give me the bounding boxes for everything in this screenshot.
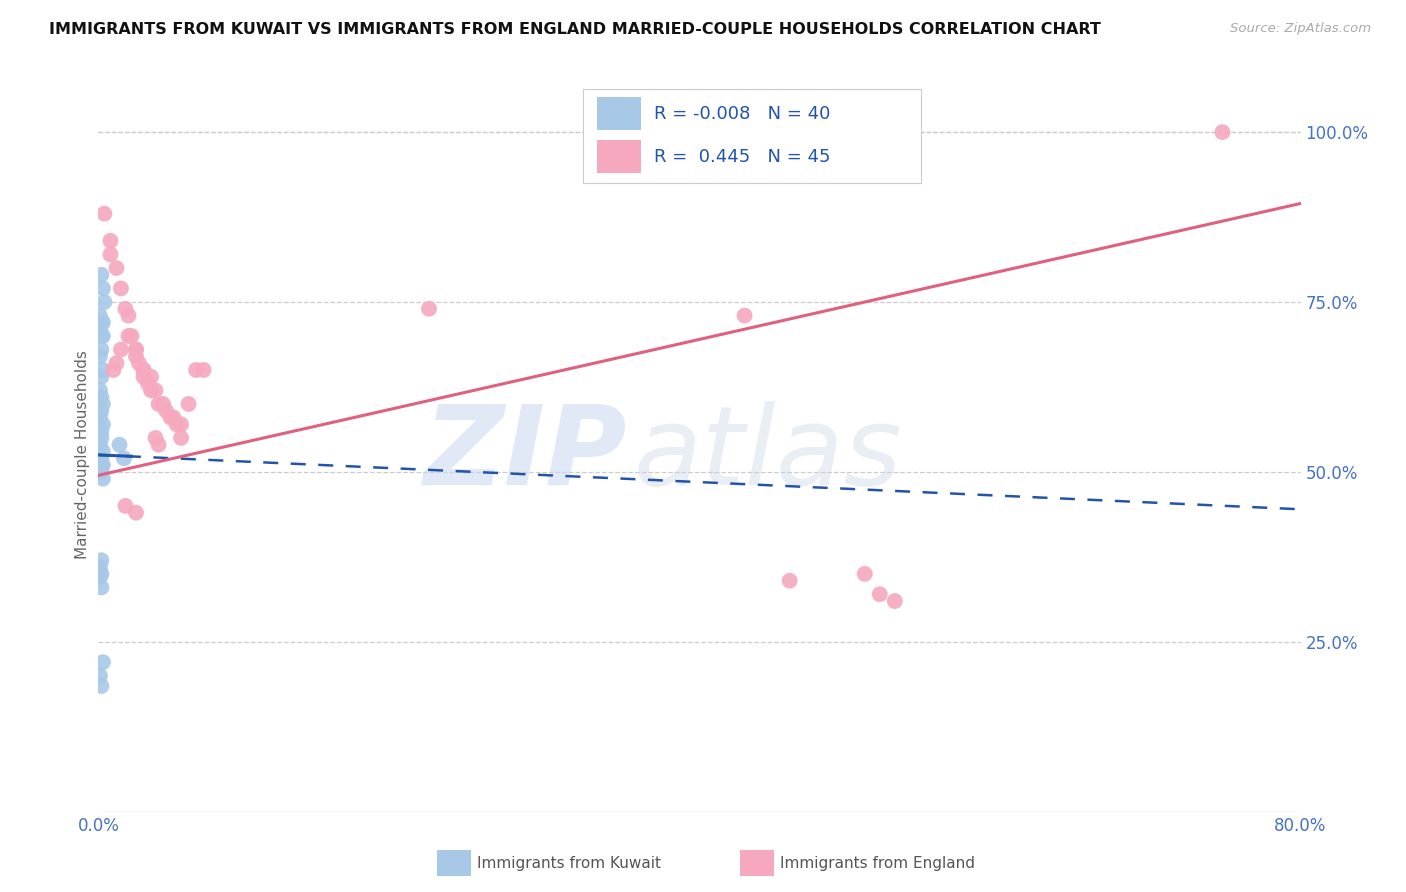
Point <box>159 410 181 425</box>
Point <box>155 403 177 417</box>
Text: IMMIGRANTS FROM KUWAIT VS IMMIGRANTS FROM ENGLAND MARRIED-COUPLE HOUSEHOLDS CORR: IMMIGRANTS FROM KUWAIT VS IMMIGRANTS FRO… <box>49 22 1101 37</box>
Point <box>90 268 112 282</box>
Point <box>132 363 155 377</box>
Point <box>90 566 112 581</box>
Point <box>184 363 207 377</box>
Point <box>89 570 111 584</box>
Point <box>90 369 112 384</box>
Point <box>91 444 114 458</box>
Point <box>91 397 114 411</box>
Point <box>100 234 122 248</box>
Point <box>89 465 111 479</box>
Point <box>853 566 876 581</box>
Text: R =  0.445   N = 45: R = 0.445 N = 45 <box>654 148 831 166</box>
Point <box>90 343 112 357</box>
Point <box>90 403 112 417</box>
Point <box>145 384 167 398</box>
Point <box>91 458 114 472</box>
Point <box>89 384 111 398</box>
Point <box>779 574 801 588</box>
Point <box>139 384 162 398</box>
Point <box>121 329 143 343</box>
Point <box>132 363 155 377</box>
Point <box>108 438 131 452</box>
Point <box>90 679 112 693</box>
Point <box>166 417 188 432</box>
Point <box>90 458 112 472</box>
Point <box>93 295 115 310</box>
Point <box>110 343 132 357</box>
Point <box>89 560 111 574</box>
Point <box>100 247 122 261</box>
Point <box>90 431 112 445</box>
Text: ZIP: ZIP <box>423 401 627 508</box>
Point <box>117 329 139 343</box>
Point <box>112 451 135 466</box>
Point <box>110 281 132 295</box>
Point <box>89 322 111 336</box>
Point <box>89 451 111 466</box>
Point <box>89 669 111 683</box>
Point <box>114 301 136 316</box>
Point <box>883 594 905 608</box>
Point <box>117 309 139 323</box>
Point <box>90 465 112 479</box>
Point <box>152 397 174 411</box>
Point <box>193 363 215 377</box>
Bar <box>598 96 641 130</box>
Point <box>145 431 167 445</box>
Bar <box>598 140 641 173</box>
Point <box>132 369 155 384</box>
Point <box>170 417 193 432</box>
Point <box>114 499 136 513</box>
Point <box>91 315 114 329</box>
Point <box>91 472 114 486</box>
Text: Source: ZipAtlas.com: Source: ZipAtlas.com <box>1230 22 1371 36</box>
Point <box>1211 125 1233 139</box>
Point <box>93 207 115 221</box>
Point <box>91 417 114 432</box>
Point <box>89 410 111 425</box>
Text: Immigrants from Kuwait: Immigrants from Kuwait <box>477 855 661 871</box>
Point <box>90 390 112 404</box>
Bar <box>740 850 775 876</box>
Point <box>90 581 112 595</box>
Text: atlas: atlas <box>633 401 903 508</box>
Point <box>105 260 128 275</box>
Point <box>136 376 159 391</box>
Point <box>139 369 162 384</box>
Point <box>734 309 756 323</box>
Point <box>91 363 114 377</box>
Point <box>170 431 193 445</box>
Point <box>90 315 112 329</box>
Point <box>105 356 128 370</box>
Point <box>125 350 148 364</box>
Point <box>869 587 891 601</box>
Point <box>148 397 170 411</box>
Y-axis label: Married-couple Households: Married-couple Households <box>75 351 90 559</box>
Point <box>89 438 111 452</box>
Point <box>91 655 114 669</box>
Point <box>125 506 148 520</box>
Point <box>90 329 112 343</box>
Point <box>103 363 125 377</box>
Text: Immigrants from England: Immigrants from England <box>780 855 976 871</box>
Point <box>90 424 112 438</box>
Point <box>90 553 112 567</box>
Point <box>89 309 111 323</box>
Point <box>148 438 170 452</box>
Point <box>89 350 111 364</box>
Text: R = -0.008   N = 40: R = -0.008 N = 40 <box>654 104 831 122</box>
Point <box>91 281 114 295</box>
Point <box>418 301 440 316</box>
Point <box>162 410 184 425</box>
Bar <box>437 850 471 876</box>
Point <box>128 356 150 370</box>
Point <box>90 451 112 466</box>
Point <box>177 397 200 411</box>
Point <box>91 329 114 343</box>
Point <box>125 343 148 357</box>
Point <box>125 343 148 357</box>
